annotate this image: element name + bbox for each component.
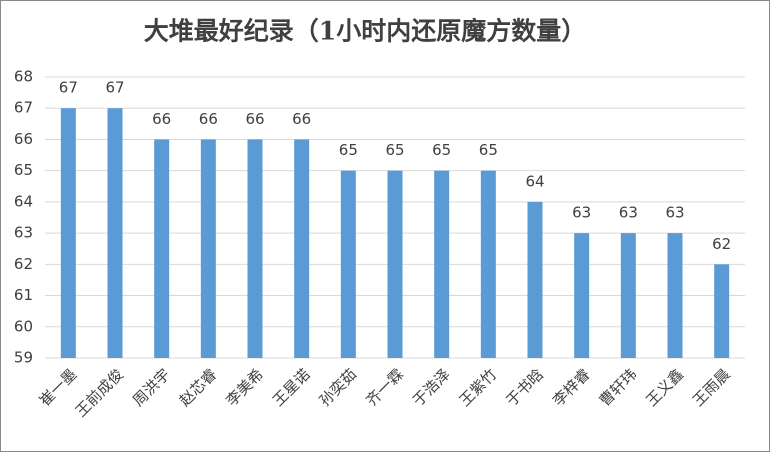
bar bbox=[434, 170, 450, 358]
bar bbox=[60, 108, 76, 358]
y-tick-label: 61 bbox=[14, 286, 33, 304]
data-label: 64 bbox=[525, 172, 544, 190]
bar bbox=[620, 233, 636, 358]
y-tick-label: 65 bbox=[14, 161, 33, 179]
bar bbox=[154, 139, 170, 358]
data-label: 67 bbox=[59, 79, 78, 97]
chart-title: 大堆最好纪录（1小时内还原魔方数量） bbox=[144, 17, 586, 46]
data-label: 62 bbox=[712, 235, 731, 253]
bar bbox=[294, 139, 310, 358]
bar bbox=[107, 108, 123, 358]
bar bbox=[200, 139, 216, 358]
data-label: 65 bbox=[479, 141, 498, 159]
y-tick-label: 59 bbox=[14, 349, 33, 367]
bar bbox=[574, 233, 590, 358]
y-tick-label: 67 bbox=[14, 99, 33, 117]
bar bbox=[247, 139, 263, 358]
bar bbox=[387, 170, 403, 358]
data-label: 65 bbox=[385, 141, 404, 159]
data-label: 63 bbox=[665, 204, 684, 222]
data-label: 63 bbox=[572, 204, 591, 222]
data-label: 66 bbox=[152, 110, 171, 128]
y-tick-label: 62 bbox=[14, 255, 33, 273]
data-label: 63 bbox=[619, 204, 638, 222]
data-label: 66 bbox=[245, 110, 264, 128]
y-tick-label: 66 bbox=[14, 130, 33, 148]
bar bbox=[527, 201, 543, 358]
data-label: 66 bbox=[292, 110, 311, 128]
bar bbox=[667, 233, 683, 358]
y-tick-label: 63 bbox=[14, 224, 33, 242]
y-tick-label: 68 bbox=[14, 68, 33, 86]
y-tick-label: 64 bbox=[14, 192, 33, 210]
bar bbox=[480, 170, 496, 358]
data-label: 65 bbox=[432, 141, 451, 159]
data-label: 67 bbox=[105, 79, 124, 97]
data-label: 65 bbox=[339, 141, 358, 159]
y-tick-label: 60 bbox=[14, 317, 33, 335]
data-label: 66 bbox=[199, 110, 218, 128]
bar bbox=[714, 264, 730, 358]
bar bbox=[340, 170, 356, 358]
